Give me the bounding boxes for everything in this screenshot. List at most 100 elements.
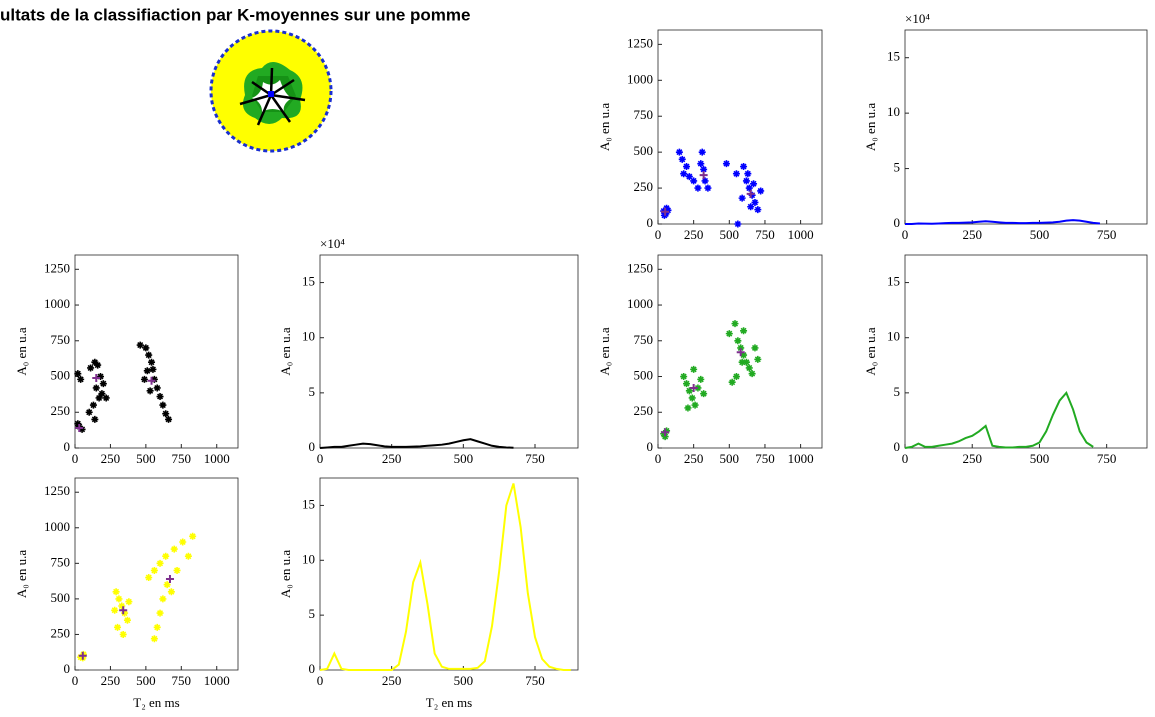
x-tick-label: 250 — [101, 451, 121, 466]
scatter-point — [119, 630, 127, 638]
scatter-point — [675, 148, 683, 156]
scatter-point — [153, 384, 161, 392]
y-tick-label: 15 — [887, 274, 900, 289]
y-tick-label: 5 — [894, 160, 901, 175]
scatter-point — [87, 364, 95, 372]
scatter-point — [680, 170, 688, 178]
x-tick-label: 250 — [382, 673, 402, 688]
y-tick-label: 0 — [309, 661, 316, 676]
scatter-point — [740, 351, 748, 359]
scatter-point — [102, 394, 110, 402]
core-lines — [239, 67, 306, 126]
scatter-point — [95, 394, 103, 402]
scatter-point — [140, 375, 148, 383]
y-tick-label: 10 — [887, 329, 900, 344]
y-tick-label: 15 — [887, 49, 900, 64]
scatter-point — [697, 375, 705, 383]
scatter-point — [745, 364, 753, 372]
y-tick-label: 1250 — [44, 260, 70, 275]
y-tick-label: 750 — [634, 332, 654, 347]
histogram-line — [319, 483, 571, 671]
scatter-point — [750, 180, 758, 188]
centroid — [119, 606, 128, 615]
scatter-point — [722, 160, 730, 168]
y-tick-label: 0 — [309, 439, 316, 454]
scatter-point — [173, 566, 181, 574]
x-tick-label: 750 — [755, 451, 775, 466]
histogram-line — [905, 219, 1101, 225]
y-tick-label: 250 — [634, 403, 654, 418]
scatter-point — [162, 410, 170, 418]
scatter-point — [725, 330, 733, 338]
centroid — [689, 383, 698, 392]
scatter-point — [115, 595, 123, 603]
scatter-point — [170, 545, 178, 553]
scatter-point — [145, 351, 153, 359]
y-tick-label: 250 — [634, 179, 654, 194]
x-tick-label: 250 — [101, 673, 121, 688]
scatter-point — [143, 367, 151, 375]
scatter-point — [156, 393, 164, 401]
scatter-point — [742, 358, 750, 366]
scatter-point — [163, 581, 171, 589]
x-tick-label: 500 — [136, 673, 156, 688]
y-tick-label: 10 — [887, 104, 900, 119]
scatter-point — [77, 375, 85, 383]
y-tick-label: 1000 — [44, 296, 70, 311]
centroid — [78, 651, 87, 660]
y-axis-label: A₀ en u.a — [278, 327, 293, 375]
scatter-point — [694, 184, 702, 192]
scatter-point — [99, 380, 107, 388]
scatter-point — [150, 635, 158, 643]
axis-exponent: ×10⁴ — [905, 11, 930, 26]
scatter-point — [660, 430, 668, 438]
x-tick-label: 0 — [655, 227, 662, 242]
scatter-point — [700, 165, 708, 173]
scatter-point — [738, 194, 746, 202]
y-tick-label: 10 — [302, 329, 315, 344]
x-tick-label: 750 — [755, 227, 775, 242]
scatter-point — [98, 390, 106, 398]
scatter-point — [85, 408, 93, 416]
x-tick-label: 250 — [382, 451, 402, 466]
y-axis-label: A₀ en u.a — [14, 550, 29, 598]
x-tick-label: 0 — [317, 673, 324, 688]
scatter-point — [94, 361, 102, 369]
scatter-point — [754, 206, 762, 214]
scatter-point — [734, 337, 742, 345]
axes-box — [904, 29, 1148, 225]
x-tick-label: 750 — [172, 673, 192, 688]
scatter-point — [680, 373, 688, 381]
scatter-point — [74, 370, 82, 378]
scatter-point — [734, 220, 742, 228]
scatter-point — [184, 552, 192, 560]
scatter-point — [159, 595, 167, 603]
scatter-point — [740, 163, 748, 171]
axes-box — [657, 29, 823, 225]
y-axis-label: A₀ en u.a — [863, 327, 878, 375]
scatter-point — [745, 184, 753, 192]
axes-box — [319, 254, 579, 449]
y-tick-label: 250 — [51, 625, 71, 640]
x-tick-label: 250 — [962, 451, 982, 466]
scatter-point — [92, 384, 100, 392]
scatter-point — [118, 602, 126, 610]
x-tick-label: 500 — [454, 673, 474, 688]
scatter-point — [74, 420, 82, 428]
scatter-point — [167, 588, 175, 596]
x-tick-label: 1000 — [788, 451, 814, 466]
y-tick-label: 15 — [302, 274, 315, 289]
y-tick-label: 5 — [309, 384, 316, 399]
scatter-point — [700, 390, 708, 398]
x-tick-label: 750 — [525, 451, 545, 466]
scatter-point — [142, 344, 150, 352]
x-tick-label: 1000 — [204, 673, 230, 688]
y-tick-label: 0 — [647, 215, 654, 230]
x-tick-label: 0 — [902, 227, 909, 242]
y-tick-label: 1000 — [627, 296, 653, 311]
scatter-point — [697, 160, 705, 168]
x-tick-label: 250 — [684, 227, 704, 242]
x-tick-label: 750 — [525, 673, 545, 688]
y-tick-label: 500 — [634, 143, 654, 158]
